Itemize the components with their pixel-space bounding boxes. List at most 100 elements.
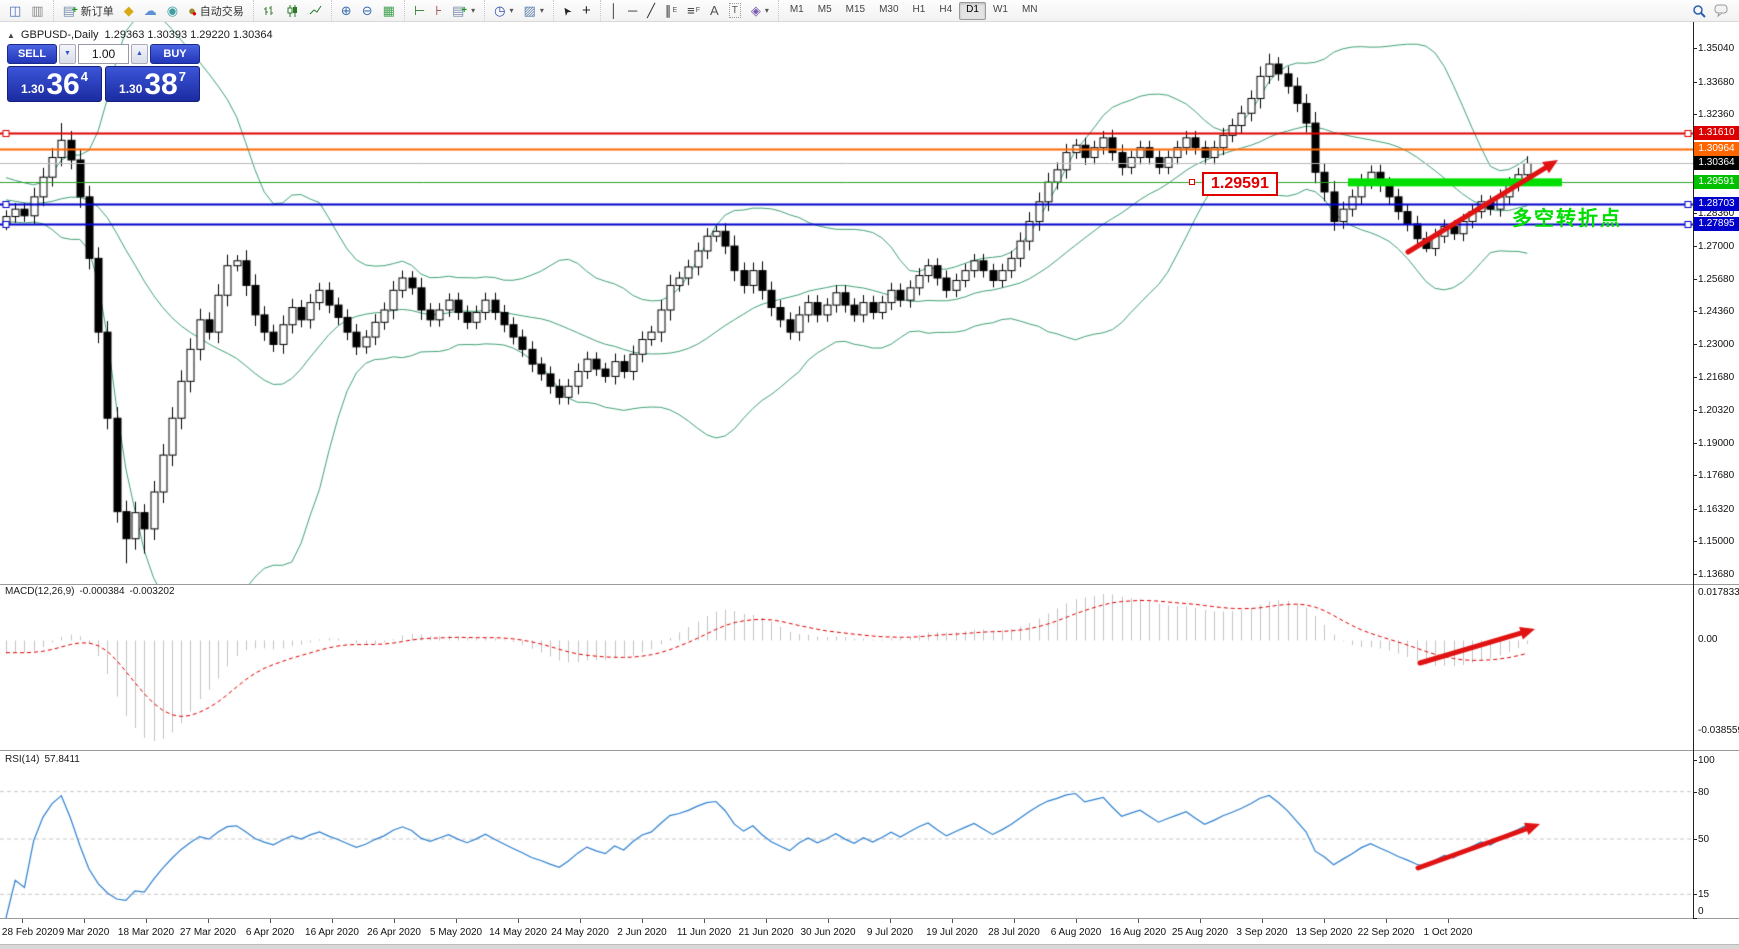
text-icon: A [710, 3, 719, 18]
axis-tick-mark [1693, 410, 1697, 412]
price-level-badge[interactable]: 1.27895 [1694, 217, 1739, 232]
main-price-chart[interactable] [0, 22, 1693, 584]
chart-shift-button[interactable]: ⊦ [430, 1, 447, 20]
timeframe-m1[interactable]: M1 [789, 3, 804, 15]
date-tick-mark [1138, 919, 1139, 923]
line-chart-button[interactable] [304, 1, 327, 20]
arrows-button[interactable]: ◈ ▾ [746, 1, 774, 20]
volume-input[interactable]: 1.00 [78, 44, 129, 64]
price-level-badge[interactable]: 1.29591 [1694, 175, 1739, 190]
fibonacci-button[interactable]: ≡ F [682, 1, 705, 20]
price-level-badge[interactable]: 1.30964 [1694, 141, 1739, 156]
pane-separator[interactable] [0, 584, 1739, 585]
metaeditor-button[interactable]: ◆ [119, 1, 139, 20]
macd-axis-min: -0.038559 [1698, 725, 1739, 736]
timeframe-m15[interactable]: M15 [845, 3, 866, 15]
equidistant-channel-button[interactable]: ∥ E [660, 1, 682, 20]
chat-icon[interactable] [1714, 4, 1731, 17]
cursor-button[interactable]: ➤ [558, 1, 577, 20]
date-axis[interactable]: 28 Feb 2020 9 Mar 2020 18 Mar 2020 27 Mar 2… [0, 919, 1739, 944]
price-level-badge[interactable]: 1.31610 [1694, 125, 1739, 140]
vertical-line-button[interactable]: │ [605, 1, 623, 20]
macd-indicator-pane[interactable] [0, 585, 1693, 749]
date-axis-label: 28 Jul 2020 [988, 927, 1040, 938]
date-axis-label: 26 Apr 2020 [367, 927, 421, 938]
timeframe-d1[interactable]: D1 [959, 1, 986, 20]
market-watch-button[interactable]: ▥ [26, 1, 48, 20]
axis-tick-mark [1693, 114, 1697, 116]
axis-tick-mark [1693, 894, 1697, 896]
crosshair-button[interactable]: + [577, 1, 596, 20]
price-axis-tick: 1.32360 [1698, 109, 1735, 121]
market-watch-icon: ▥ [31, 3, 44, 18]
trendline-button[interactable]: ╱ [642, 1, 660, 20]
timeframe-w1[interactable]: W1 [992, 3, 1008, 15]
date-tick-mark [394, 919, 395, 923]
buy-price-button[interactable]: 1.30 38 7 [105, 66, 200, 102]
text-button[interactable]: A [705, 1, 724, 20]
chart-shift-icon: ⊦ [435, 3, 442, 18]
axis-tick-mark [1693, 918, 1697, 919]
date-tick-mark [1200, 919, 1201, 923]
axis-tick-mark [1693, 81, 1697, 83]
plus-icon: + [71, 5, 78, 16]
price-level-badge[interactable]: 1.30364 [1694, 156, 1739, 171]
rsi-indicator-pane[interactable] [0, 752, 1693, 918]
tile-windows-button[interactable]: ▦ [378, 1, 400, 20]
auto-arrange-button[interactable]: ⊢ [409, 1, 430, 20]
price-callout-label[interactable]: 1.29591 [1202, 172, 1278, 196]
new-chart-window-button[interactable]: ◫ [4, 1, 26, 20]
buy-price-small: 1.30 [119, 82, 143, 96]
callout-anchor-handle[interactable] [1189, 179, 1195, 185]
date-tick-mark [332, 919, 333, 923]
sell-button[interactable]: SELL [7, 44, 57, 64]
zoom-in-button[interactable]: ⊕ [336, 1, 357, 20]
symbol-period-label: GBPUSD-,Daily [20, 29, 99, 41]
signals-button[interactable]: ◉ [162, 1, 183, 20]
new-order-button[interactable]: ▤ + 新订单 [58, 1, 119, 20]
chevron-down-icon: ▾ [764, 6, 769, 15]
add-indicator-button[interactable]: ▤ + ▾ [447, 1, 480, 20]
community-button[interactable]: ☁ [139, 1, 162, 20]
timeframe-h4[interactable]: H4 [939, 3, 953, 15]
timeframe-mn[interactable]: MN [1021, 3, 1038, 15]
candlestick-chart-button[interactable] [281, 1, 304, 20]
collapse-panel-arrow[interactable]: ▲ [7, 30, 15, 40]
rsi-axis-tick: 0 [1698, 906, 1704, 917]
date-axis-label: 16 Aug 2020 [1109, 927, 1167, 938]
templates-button[interactable]: ▨ ▾ [519, 1, 549, 20]
bar-chart-button[interactable] [258, 1, 281, 20]
search-icon[interactable] [1692, 4, 1706, 18]
date-tick-mark [270, 919, 271, 923]
date-tick-mark [1386, 919, 1387, 923]
price-axis-tick: 1.15000 [1698, 536, 1735, 548]
timeframe-m5[interactable]: M5 [817, 3, 832, 15]
horizontal-line-button[interactable]: ─ [623, 1, 642, 20]
date-axis-label: 28 Feb 2020 [1, 927, 59, 938]
price-axis-tick: 1.33680 [1698, 76, 1735, 88]
buy-button[interactable]: BUY [150, 44, 200, 64]
volume-increase-button[interactable]: ▲ [131, 44, 148, 64]
window-bottom-edge [0, 944, 1739, 949]
price-axis-tick: 1.35040 [1698, 43, 1735, 55]
axis-tick-mark [1693, 760, 1697, 761]
price-level-badge[interactable]: 1.28703 [1694, 197, 1739, 212]
periods-button[interactable]: ◷ ▾ [489, 1, 518, 20]
date-tick-mark [642, 919, 643, 923]
crosshair-icon: + [582, 2, 591, 19]
text-label-button[interactable]: T [724, 1, 746, 20]
price-axis-tick: 1.20320 [1698, 405, 1735, 417]
sell-price-big: 36 [46, 68, 80, 101]
zoom-out-button[interactable]: ⊖ [357, 1, 378, 20]
timeframe-h1[interactable]: H1 [912, 3, 926, 15]
pane-separator[interactable] [0, 750, 1739, 751]
date-axis-label: 25 Aug 2020 [1171, 927, 1229, 938]
date-tick-mark [580, 919, 581, 923]
turning-point-annotation[interactable]: 多空转折点 [1512, 208, 1622, 230]
macd-axis-max: 0.017833 [1698, 587, 1739, 598]
template-icon: ▨ [523, 3, 536, 18]
sell-price-button[interactable]: 1.30 36 4 [7, 66, 102, 102]
volume-decrease-button[interactable]: ▼ [59, 44, 76, 64]
timeframe-m30[interactable]: M30 [879, 3, 899, 15]
autotrading-button[interactable]: ● ● 自动交易 [183, 1, 249, 20]
